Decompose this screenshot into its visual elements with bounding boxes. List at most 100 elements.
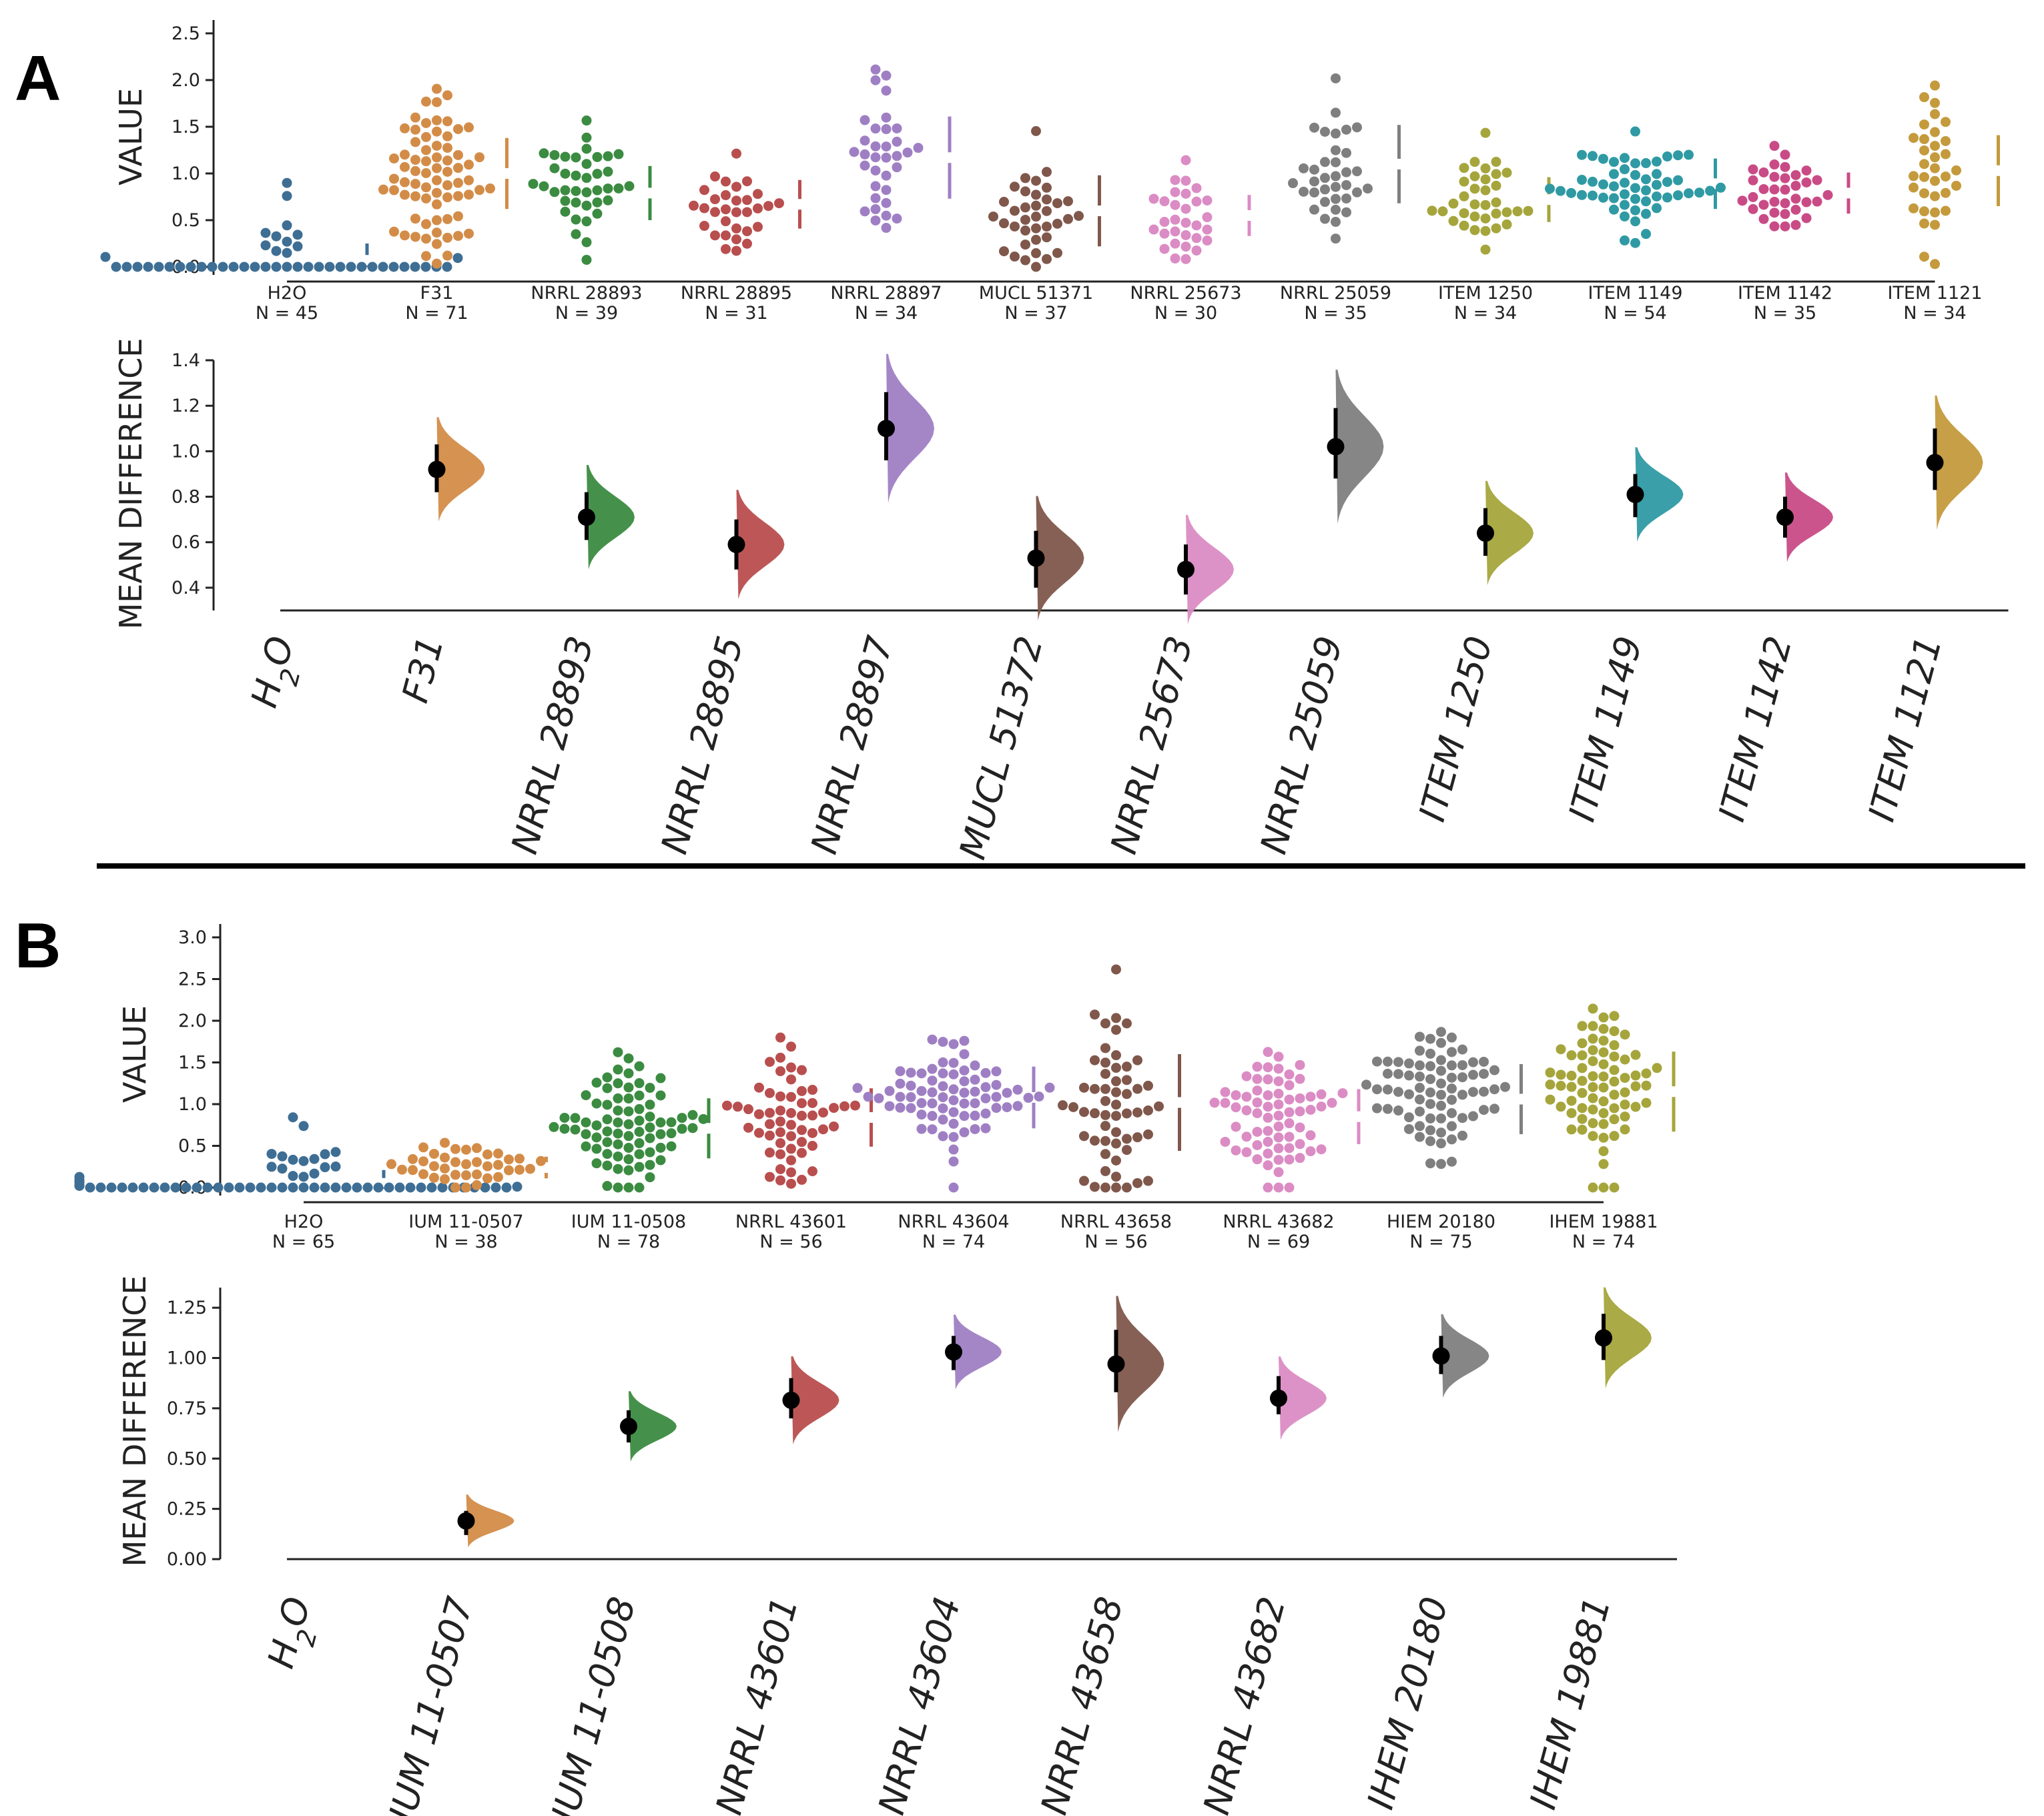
swarm-point (742, 226, 752, 237)
swarm-point (1641, 158, 1651, 169)
swarm-point (493, 1160, 503, 1170)
swarm-point (1457, 1072, 1467, 1083)
swarm-point (634, 1126, 645, 1137)
swarm-point (1489, 1065, 1499, 1075)
swarm-point (721, 230, 731, 241)
swarm-point (655, 1129, 666, 1140)
swarm-point (786, 1041, 796, 1052)
category-n-label: N = 38 (434, 1232, 497, 1252)
swarm-point (1641, 185, 1651, 195)
swarm-point (906, 1103, 916, 1113)
swarm-point (634, 1061, 645, 1071)
swarm-point (742, 195, 752, 205)
swarm-point (1020, 214, 1030, 225)
swarm-point (1305, 1105, 1316, 1115)
swarm-point (948, 1069, 959, 1079)
swarm-point (765, 1148, 775, 1158)
swarm-point (948, 1144, 959, 1155)
swarm-group (386, 1138, 546, 1193)
swarm-point (1031, 211, 1041, 222)
swarm-point (549, 1121, 559, 1132)
swarm-point (1252, 1097, 1263, 1108)
swarm-point (1951, 180, 1961, 191)
swarm-point (948, 1039, 959, 1049)
swarm-point (1609, 204, 1619, 215)
swarm-point (362, 1182, 373, 1193)
swarm-point (1780, 184, 1790, 195)
swarm-point (623, 1142, 634, 1153)
swarm-point (1469, 157, 1480, 167)
swarm-point (775, 1052, 785, 1063)
swarm-point (571, 170, 581, 181)
swarm-point (1930, 141, 1940, 151)
swarm-point (1598, 1119, 1609, 1129)
swarm-point (1684, 188, 1694, 199)
swarm-point (852, 1083, 863, 1093)
swarm-point (1331, 217, 1341, 228)
swarm-point (1132, 1083, 1142, 1094)
swarm-group (1148, 155, 1213, 264)
rotated-category-label: NRRL 43601 (708, 1593, 806, 1816)
swarm-point (1566, 1050, 1577, 1061)
swarm-point (829, 1103, 839, 1113)
swarm-point (388, 262, 399, 272)
swarm-point (421, 167, 431, 178)
swarm-point (1295, 1059, 1305, 1070)
swarm-point (298, 1156, 309, 1166)
mean-difference-tick-label: 0.6 (172, 532, 200, 553)
swarm-point (1630, 169, 1640, 180)
swarm-point (421, 145, 431, 155)
swarm-point (1919, 134, 1929, 145)
category-n-label: N = 34 (1903, 303, 1966, 324)
swarm-point (1020, 186, 1030, 197)
swarm-point (731, 223, 741, 234)
swarm-point (1436, 1055, 1446, 1065)
swarm-point (453, 177, 463, 188)
swarm-point (1780, 209, 1790, 219)
swarm-point (881, 170, 892, 181)
swarm-point (797, 1148, 807, 1158)
swarm-point (1415, 1083, 1425, 1093)
swarm-point (309, 1154, 320, 1164)
swarm-point (1052, 198, 1062, 209)
swarm-point (721, 216, 731, 227)
swarm-point (624, 181, 635, 191)
swarm-point (1002, 1102, 1012, 1113)
swarm-point (1489, 1103, 1499, 1114)
swarm-point (938, 1092, 948, 1103)
swarm-point (1122, 1061, 1132, 1072)
swarm-group (852, 1034, 1055, 1193)
swarm-point (560, 195, 571, 206)
swarm-point (710, 194, 720, 205)
swarm-point (1090, 1083, 1100, 1094)
swarm-point (677, 1113, 687, 1123)
swarm-point (472, 1143, 482, 1154)
swarm-point (623, 1082, 634, 1093)
swarm-point (870, 123, 881, 134)
swarm-point (442, 90, 452, 101)
swarm-point (775, 1116, 785, 1127)
swarm-point (786, 1144, 796, 1154)
swarm-group (1058, 964, 1164, 1193)
swarm-point (1202, 224, 1213, 235)
swarm-point (1769, 159, 1780, 170)
swarm-point (613, 1078, 623, 1089)
swarm-point (1609, 1076, 1620, 1087)
swarm-point (1427, 205, 1437, 216)
swarm-point (1180, 242, 1191, 252)
mean-difference-point (1626, 486, 1644, 504)
swarm-point (916, 1123, 927, 1134)
category-name-label: NRRL 28895 (681, 283, 792, 304)
swarm-point (1919, 188, 1929, 199)
mean-difference-tick-label: 1.4 (172, 350, 200, 371)
swarm-point (634, 1115, 645, 1126)
swarm-point (245, 1182, 256, 1193)
swarm-point (1491, 208, 1501, 219)
swarm-point (292, 230, 303, 240)
swarm-point (1577, 1063, 1588, 1073)
swarm-point (356, 262, 367, 272)
swarm-point (1630, 126, 1640, 137)
swarm-point (432, 97, 442, 107)
swarm-group (689, 148, 784, 256)
